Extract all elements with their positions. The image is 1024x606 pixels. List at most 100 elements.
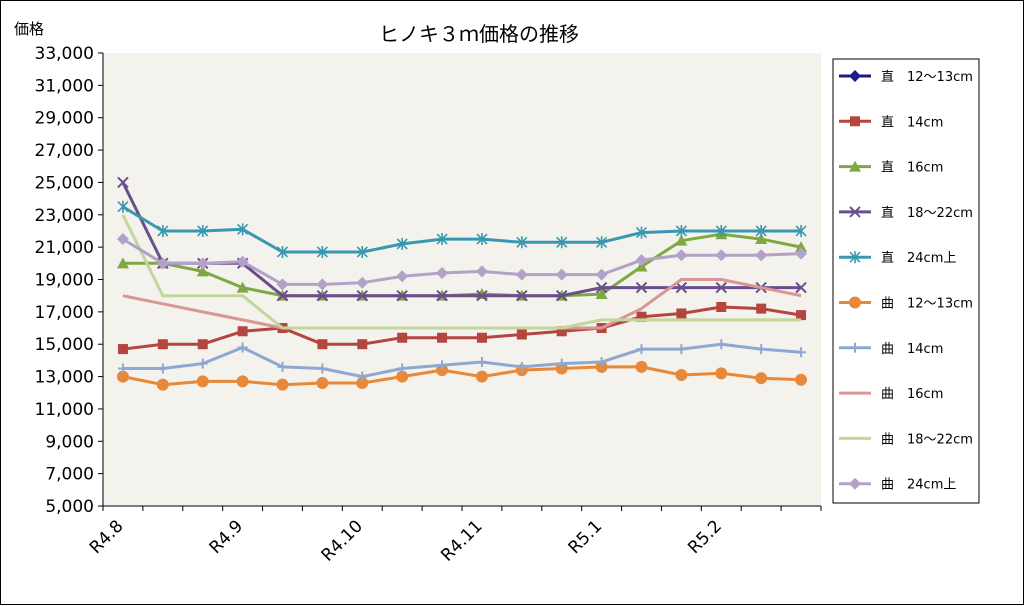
legend-item: 曲 12～13cm	[839, 296, 973, 312]
x-tick-label: R4.8	[86, 516, 128, 558]
data-point	[117, 363, 128, 374]
y-tick-label: 11,000	[35, 400, 94, 420]
data-point	[356, 276, 369, 289]
data-point	[277, 361, 288, 372]
data-point	[396, 237, 408, 250]
data-point	[715, 281, 727, 294]
data-point	[636, 344, 647, 355]
legend-label: 曲 16cm	[881, 387, 943, 402]
y-tick-label: 7,000	[45, 465, 94, 485]
data-point	[676, 344, 687, 355]
legend-item: 曲 18～22cm	[839, 432, 973, 447]
series-6	[116, 360, 808, 391]
data-point	[276, 278, 289, 291]
data-point	[396, 270, 409, 283]
legend-marker	[849, 206, 861, 218]
data-point	[157, 363, 168, 374]
data-point	[516, 289, 528, 302]
data-point	[157, 339, 168, 350]
y-tick-label: 29,000	[35, 109, 94, 129]
data-point	[635, 281, 648, 294]
y-tick-label: 25,000	[35, 173, 94, 193]
y-tick-label: 5,000	[45, 497, 94, 517]
series-9	[121, 214, 802, 330]
y-tick-label: 33,000	[35, 44, 94, 64]
data-point	[316, 377, 329, 390]
series-7	[117, 339, 807, 382]
data-point	[555, 268, 568, 281]
data-point	[116, 257, 129, 269]
y-tick-label: 21,000	[35, 238, 94, 258]
data-point	[276, 378, 289, 391]
x-tick-label: R4.11	[437, 516, 486, 565]
data-point	[397, 332, 408, 343]
data-point	[675, 249, 688, 262]
y-tick-label: 13,000	[35, 368, 94, 388]
data-point	[317, 363, 328, 374]
series-line	[122, 365, 802, 387]
data-point	[476, 332, 487, 343]
data-point	[755, 233, 768, 245]
legend-label: 直 12～13cm	[881, 70, 973, 85]
data-point	[635, 226, 648, 239]
data-point	[396, 289, 408, 302]
series-line	[122, 305, 802, 351]
legend-label: 曲 12～13cm	[881, 297, 973, 312]
data-point	[276, 289, 289, 302]
series-2	[117, 302, 807, 355]
y-tick-label: 19,000	[35, 271, 94, 291]
data-point	[636, 311, 647, 322]
data-point	[675, 224, 687, 237]
data-point	[756, 344, 767, 355]
legend-label: 曲 14cm	[881, 342, 943, 357]
data-point	[437, 360, 448, 371]
legend-item: 直 14cm	[839, 115, 943, 130]
legend-marker	[849, 70, 861, 82]
data-point	[236, 255, 249, 268]
data-point	[316, 289, 329, 302]
y-tick-label: 9,000	[45, 432, 94, 452]
data-point	[437, 332, 448, 343]
data-point	[795, 281, 807, 294]
data-point	[715, 367, 728, 380]
data-point	[675, 368, 688, 381]
data-point	[755, 372, 768, 385]
data-point	[516, 329, 527, 340]
data-point	[716, 302, 727, 313]
data-point	[755, 249, 768, 262]
data-point	[475, 370, 488, 383]
data-point	[436, 233, 448, 246]
data-point	[157, 224, 169, 237]
data-point	[357, 371, 368, 382]
legend-label: 曲 18～22cm	[881, 432, 973, 447]
data-point	[397, 363, 408, 374]
data-point	[117, 344, 128, 355]
data-point	[117, 176, 129, 189]
legend-item: 直 18～22cm	[839, 206, 973, 221]
data-point	[316, 278, 329, 291]
data-point	[515, 268, 528, 281]
data-point	[715, 249, 728, 262]
series-line	[122, 205, 802, 254]
x-tick-label: R4.10	[318, 516, 367, 565]
y-tick-label: 17,000	[35, 303, 94, 323]
data-point	[796, 310, 807, 321]
legend-label: 直 18～22cm	[881, 206, 973, 221]
data-point	[357, 339, 368, 350]
data-point	[197, 339, 208, 350]
legend-label: 直 24cm上	[881, 251, 956, 266]
x-tick-label: R4.9	[206, 516, 248, 558]
x-tick-label: R5.1	[565, 516, 607, 558]
legend-box	[832, 58, 980, 504]
data-point	[716, 339, 727, 350]
data-point	[476, 357, 487, 368]
series-5	[117, 200, 807, 258]
legend-item: 曲 24cm上	[839, 477, 956, 493]
data-point	[475, 265, 488, 278]
series-line	[122, 237, 802, 286]
data-point	[676, 308, 687, 319]
data-point	[756, 303, 767, 314]
data-point	[556, 326, 567, 337]
